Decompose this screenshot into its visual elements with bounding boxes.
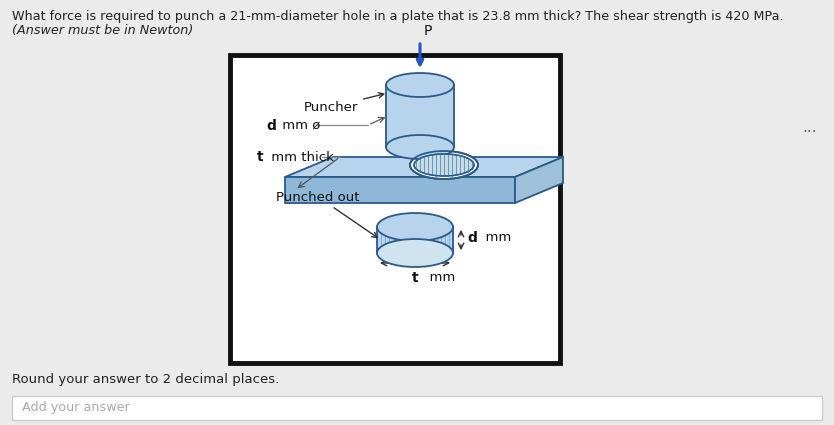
Text: (Answer must be in Newton): (Answer must be in Newton) xyxy=(12,24,193,37)
Bar xyxy=(230,55,560,363)
Text: $\mathbf{t}$: $\mathbf{t}$ xyxy=(411,271,420,285)
Bar xyxy=(12,396,822,420)
Text: P: P xyxy=(424,24,432,38)
Text: ...: ... xyxy=(802,119,817,134)
Text: $\mathbf{d}$: $\mathbf{d}$ xyxy=(266,117,277,133)
Ellipse shape xyxy=(414,154,474,176)
Polygon shape xyxy=(515,157,563,203)
Text: mm thick: mm thick xyxy=(267,150,334,164)
Text: What force is required to punch a 21-mm-diameter hole in a plate that is 23.8 mm: What force is required to punch a 21-mm-… xyxy=(12,10,784,23)
Bar xyxy=(377,227,453,253)
Polygon shape xyxy=(285,177,515,203)
Text: Round your answer to 2 decimal places.: Round your answer to 2 decimal places. xyxy=(12,373,279,386)
Ellipse shape xyxy=(377,239,453,267)
Ellipse shape xyxy=(386,135,454,159)
Text: $\mathbf{t}$: $\mathbf{t}$ xyxy=(256,150,264,164)
Bar xyxy=(386,85,454,147)
Text: Punched out: Punched out xyxy=(277,190,378,238)
Ellipse shape xyxy=(386,73,454,97)
Ellipse shape xyxy=(410,151,478,179)
Text: Add your answer: Add your answer xyxy=(22,402,130,414)
Text: mm: mm xyxy=(421,271,455,284)
Polygon shape xyxy=(285,157,563,177)
Text: $\mathbf{d}$: $\mathbf{d}$ xyxy=(467,230,478,244)
Text: Puncher: Puncher xyxy=(304,93,384,113)
Ellipse shape xyxy=(377,213,453,241)
Text: mm ø: mm ø xyxy=(278,119,320,131)
Text: mm: mm xyxy=(477,230,511,244)
